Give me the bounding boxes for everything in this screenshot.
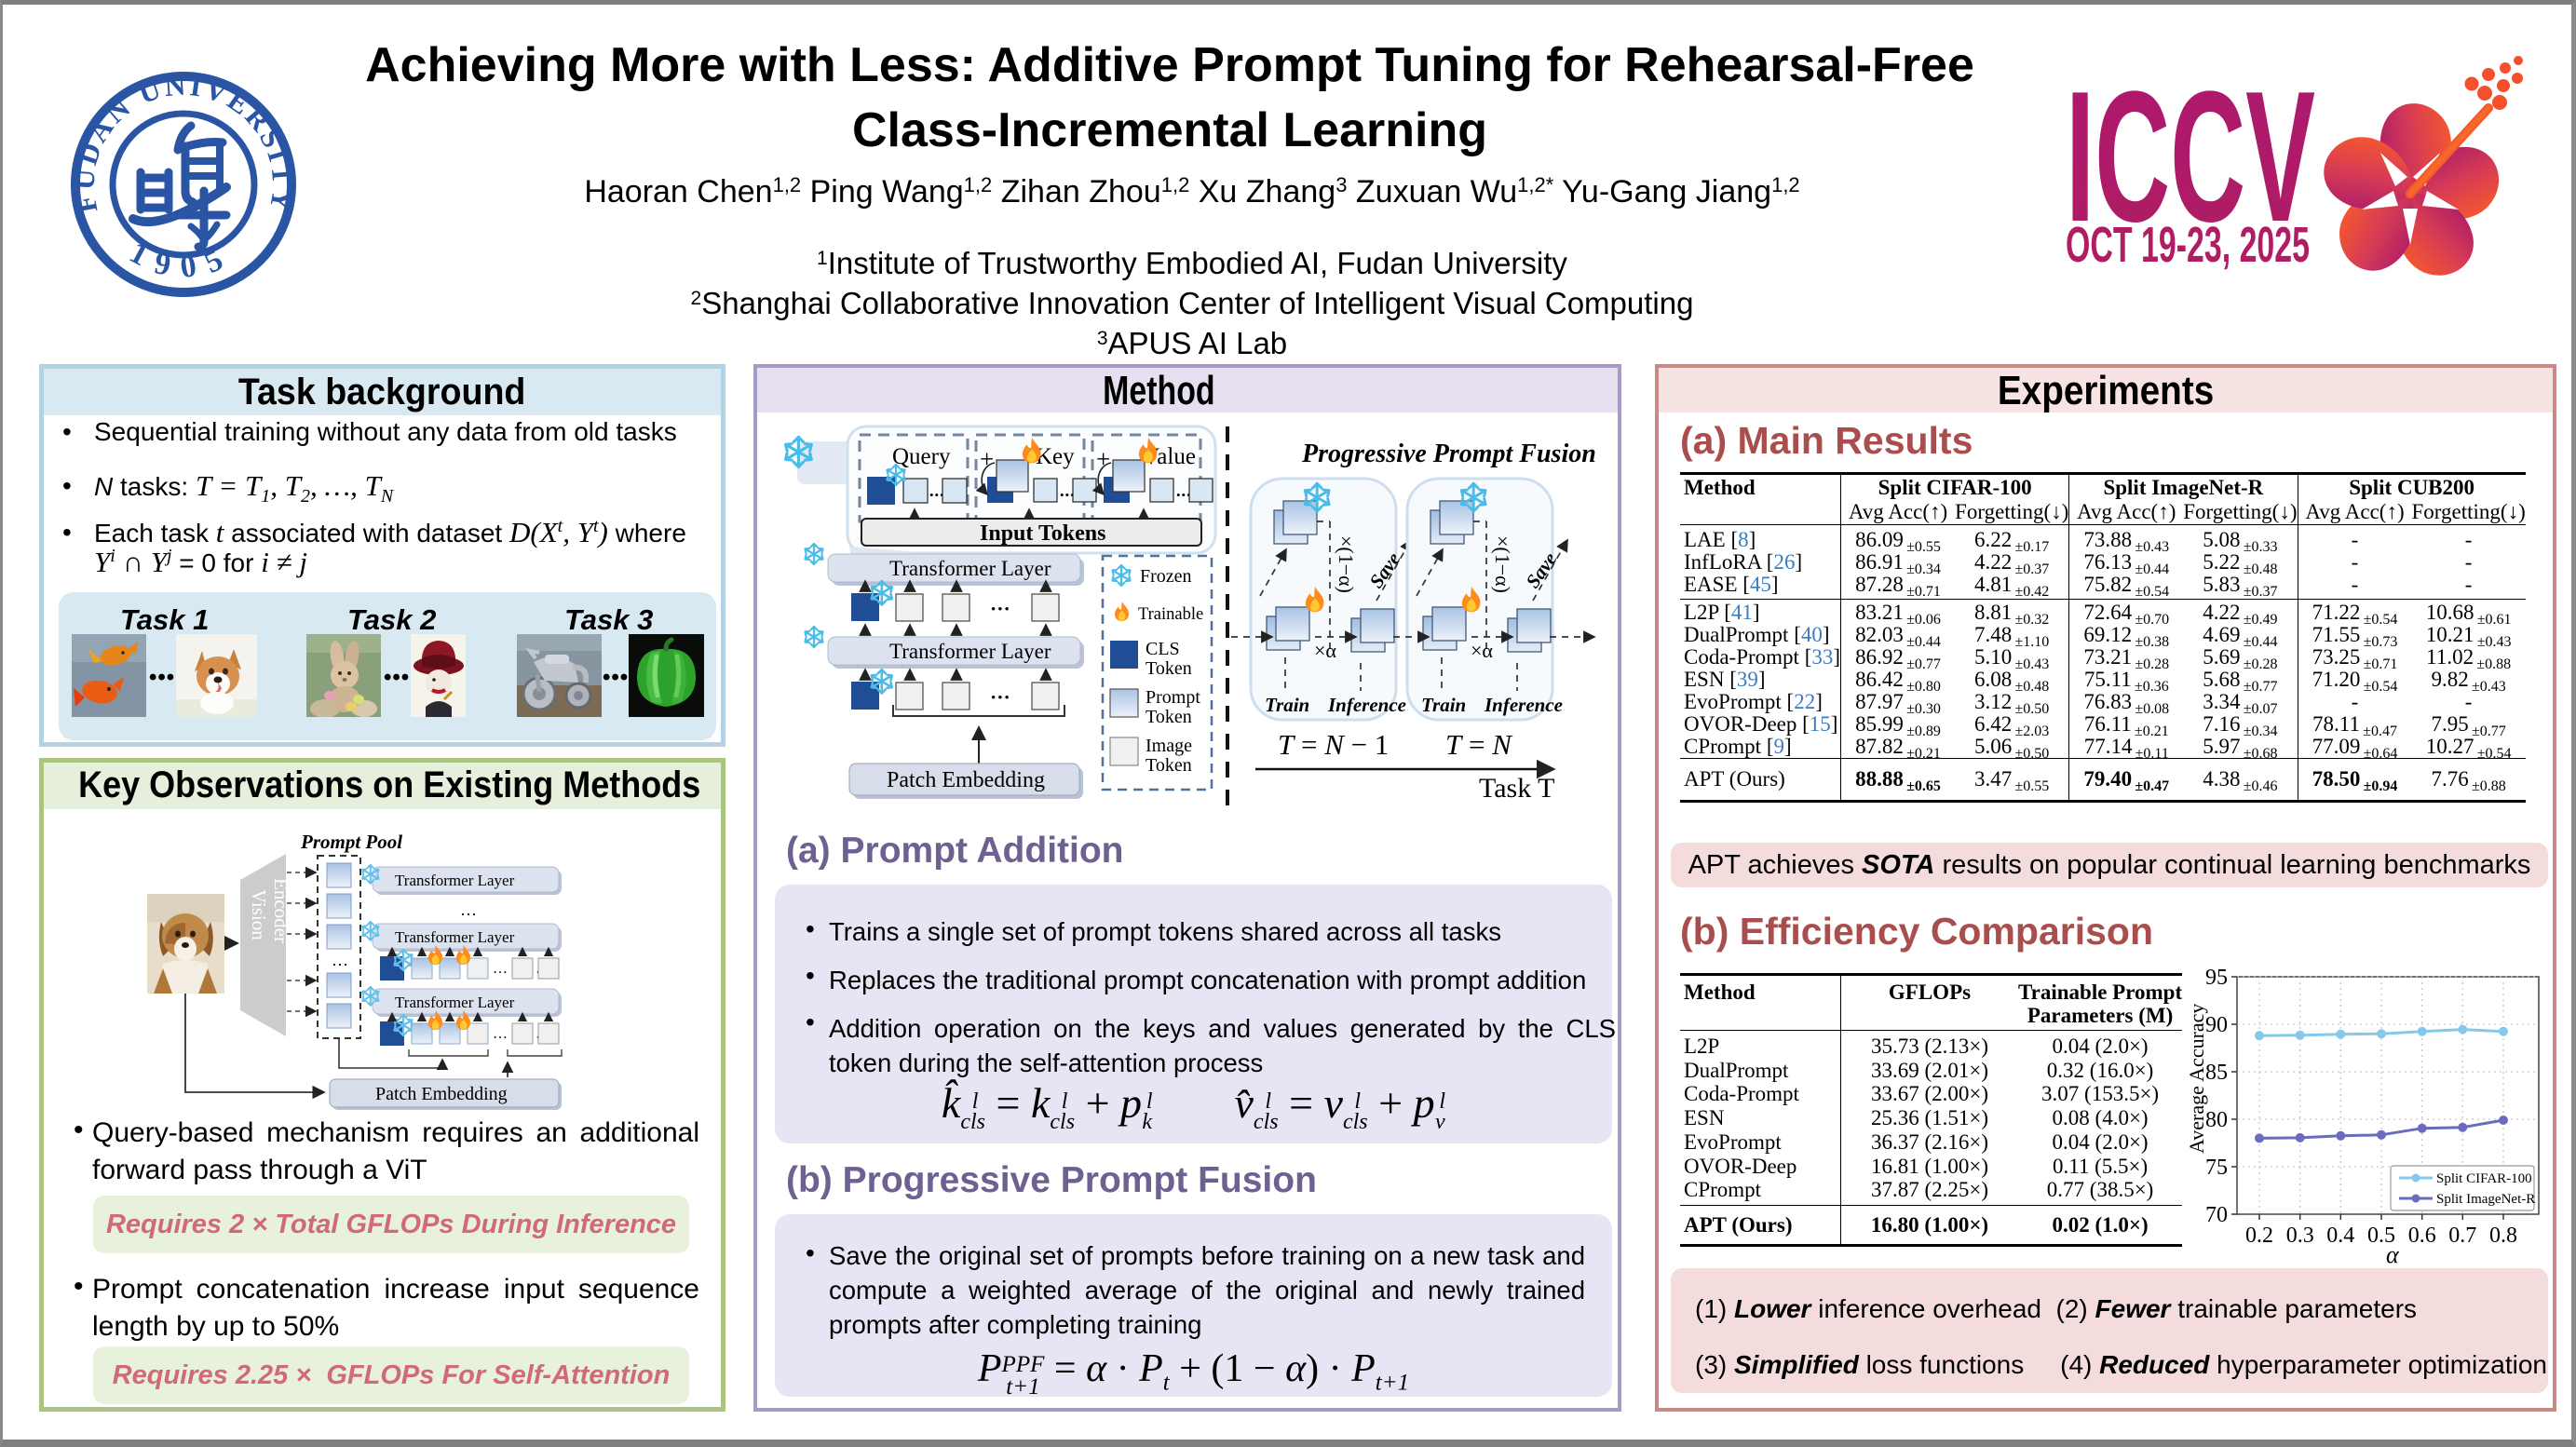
svg-text:+: +: [1096, 445, 1110, 473]
svg-text:Key: Key: [1036, 444, 1075, 469]
svg-text:85: 85: [2205, 1061, 2228, 1085]
svg-text:Patch Embedding: Patch Embedding: [887, 768, 1045, 792]
svg-text:Input Tokens: Input Tokens: [980, 521, 1105, 546]
svg-text:…: …: [493, 1026, 508, 1042]
svg-text:Inference: Inference: [1327, 694, 1406, 716]
svg-text:Frozen: Frozen: [1140, 566, 1192, 587]
svg-text:Vision: Vision: [248, 889, 270, 940]
svg-text:+: +: [980, 445, 994, 473]
svg-text:Token: Token: [1146, 658, 1192, 679]
svg-text:Transformer Layer: Transformer Layer: [395, 872, 515, 889]
svg-text:0.6: 0.6: [2408, 1224, 2436, 1248]
svg-text:•••: •••: [991, 691, 1011, 706]
svg-text:Transformer Layer: Transformer Layer: [395, 994, 515, 1011]
svg-text:×(1−α): ×(1−α): [1335, 535, 1358, 593]
svg-text:…: …: [332, 951, 348, 969]
svg-text:Average Accuracy: Average Accuracy: [2185, 1004, 2208, 1154]
svg-text:•••: •••: [1176, 488, 1192, 502]
svg-text:70: 70: [2205, 1203, 2228, 1227]
svg-text:Inference: Inference: [1484, 694, 1563, 716]
svg-text:80: 80: [2205, 1108, 2228, 1132]
svg-text:Task T: Task T: [1479, 773, 1555, 804]
svg-text:Transformer Layer: Transformer Layer: [889, 557, 1051, 580]
svg-text:95: 95: [2205, 966, 2228, 990]
svg-text:Token: Token: [1146, 707, 1192, 727]
svg-text:0.4: 0.4: [2326, 1224, 2354, 1248]
svg-text:T = N: T = N: [1445, 728, 1513, 761]
svg-text:…: …: [493, 961, 508, 977]
svg-text:×α: ×α: [1314, 639, 1336, 662]
svg-text:0.7: 0.7: [2448, 1224, 2476, 1248]
svg-text:Image: Image: [1146, 736, 1192, 756]
svg-text:1905: 1905: [124, 236, 240, 286]
svg-text:Split ImageNet-R: Split ImageNet-R: [2436, 1192, 2535, 1207]
svg-text:Train: Train: [1421, 694, 1466, 716]
svg-text:•••: •••: [929, 488, 945, 502]
svg-text:•••: •••: [1060, 488, 1076, 502]
svg-text:0.2: 0.2: [2245, 1224, 2273, 1248]
svg-text:75: 75: [2205, 1156, 2228, 1180]
svg-text:Query: Query: [892, 444, 951, 469]
svg-text:Split CIFAR-100: Split CIFAR-100: [2436, 1171, 2532, 1186]
svg-text:0.3: 0.3: [2286, 1224, 2314, 1248]
svg-text:Transformer Layer: Transformer Layer: [395, 928, 515, 946]
svg-text:Prompt: Prompt: [1146, 687, 1200, 708]
svg-text:Progressive Prompt Fusion: Progressive Prompt Fusion: [1301, 440, 1596, 468]
svg-text:Transformer Layer: Transformer Layer: [889, 640, 1051, 663]
svg-text:…: …: [460, 900, 477, 919]
svg-text:T = N − 1: T = N − 1: [1278, 728, 1389, 761]
svg-text:CLS: CLS: [1146, 639, 1180, 659]
svg-text:Prompt Pool: Prompt Pool: [300, 831, 402, 853]
svg-text:Trainable: Trainable: [1138, 605, 1203, 624]
svg-text:•••: •••: [991, 602, 1011, 617]
svg-text:α: α: [2386, 1241, 2400, 1268]
svg-text:0.8: 0.8: [2489, 1224, 2517, 1248]
svg-text:Patch Embedding: Patch Embedding: [375, 1084, 508, 1104]
svg-text:Train: Train: [1265, 694, 1309, 716]
svg-text:×(1−α): ×(1−α): [1491, 535, 1514, 593]
svg-text:Encoder: Encoder: [270, 878, 292, 943]
svg-text:90: 90: [2205, 1013, 2228, 1037]
svg-text:ICCV: ICCV: [2066, 56, 2315, 261]
svg-text:0.5: 0.5: [2367, 1224, 2395, 1248]
svg-text:OCT 19-23, 2025: OCT 19-23, 2025: [2066, 217, 2310, 273]
svg-text:Token: Token: [1146, 755, 1192, 776]
svg-text:×α: ×α: [1471, 639, 1493, 662]
